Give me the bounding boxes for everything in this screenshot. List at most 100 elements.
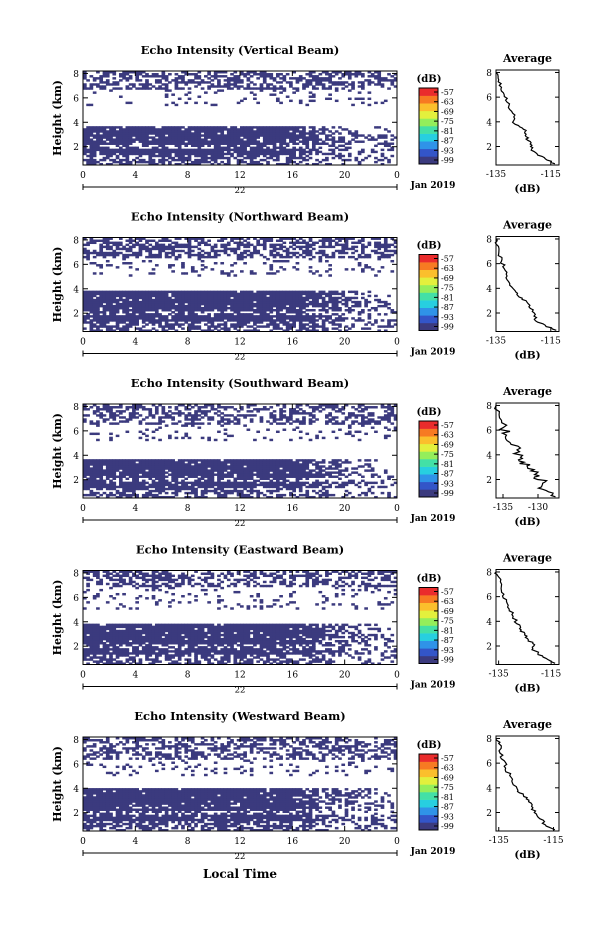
echo-cell bbox=[89, 144, 94, 148]
echo-cell bbox=[96, 138, 100, 141]
echo-cell bbox=[161, 150, 166, 154]
echo-cell bbox=[285, 329, 290, 332]
echo-cell bbox=[177, 294, 182, 298]
echo-cell bbox=[377, 134, 382, 137]
echo-cell bbox=[122, 493, 126, 497]
echo-cell bbox=[279, 239, 283, 242]
echo-cell bbox=[233, 290, 238, 294]
echo-cell bbox=[213, 154, 218, 158]
echo-cell bbox=[269, 268, 274, 271]
echo-cell bbox=[187, 162, 192, 166]
echo-cell bbox=[132, 477, 136, 481]
echo-cell bbox=[217, 475, 221, 478]
echo-cell bbox=[318, 255, 323, 259]
echo-cell bbox=[233, 128, 238, 131]
echo-cell bbox=[302, 140, 306, 143]
echo-cell bbox=[217, 414, 221, 417]
echo-cell bbox=[393, 73, 398, 76]
echo-cell bbox=[220, 154, 225, 158]
echo-cell bbox=[125, 406, 130, 409]
echo-cell bbox=[102, 73, 107, 76]
echo-cell bbox=[89, 239, 94, 242]
echo-cell bbox=[217, 313, 221, 316]
echo-cell bbox=[135, 138, 139, 141]
echo-cell bbox=[279, 300, 283, 304]
echo-cell bbox=[161, 75, 166, 78]
echo-cell bbox=[285, 150, 290, 154]
echo-cell bbox=[118, 237, 123, 240]
echo-cell bbox=[331, 148, 336, 152]
echo-cell bbox=[164, 471, 169, 474]
echo-cell bbox=[230, 317, 234, 320]
echo-cell bbox=[279, 128, 283, 131]
echo-cell bbox=[256, 309, 261, 312]
echo-cell bbox=[217, 130, 221, 133]
echo-cell bbox=[253, 463, 257, 466]
echo-cell bbox=[168, 264, 172, 267]
echo-cell bbox=[112, 81, 117, 84]
echo-cell bbox=[253, 162, 257, 166]
echo-cell bbox=[158, 290, 162, 294]
echo-cell bbox=[210, 467, 215, 470]
echo-cell bbox=[138, 404, 143, 407]
echo-cell bbox=[194, 128, 198, 131]
echo-cell bbox=[125, 156, 130, 160]
echo-cell bbox=[132, 140, 136, 143]
echo-cell bbox=[298, 77, 303, 80]
echo-cell bbox=[246, 461, 251, 464]
echo-cell bbox=[158, 294, 162, 298]
echo-cell bbox=[226, 274, 231, 277]
echo-cell bbox=[161, 329, 166, 332]
echo-cell bbox=[233, 156, 238, 160]
echo-cell bbox=[334, 306, 339, 310]
echo-cell bbox=[164, 85, 169, 88]
echo-cell bbox=[262, 245, 267, 249]
echo-cell bbox=[298, 309, 303, 312]
echo-cell bbox=[272, 300, 277, 304]
echo-cell bbox=[213, 150, 218, 154]
echo-cell bbox=[161, 302, 166, 306]
colorbar-tick-label: -63 bbox=[441, 264, 454, 273]
echo-cell bbox=[92, 481, 97, 485]
echo-cell bbox=[96, 140, 100, 143]
echo-cell bbox=[259, 298, 264, 302]
echo-cell bbox=[194, 81, 198, 84]
echo-cell bbox=[220, 420, 225, 423]
echo-cell bbox=[390, 146, 395, 150]
echo-cell bbox=[194, 101, 198, 105]
echo-cell bbox=[295, 294, 300, 298]
echo-cell bbox=[210, 150, 215, 154]
echo-cell bbox=[190, 245, 195, 249]
echo-cell bbox=[164, 319, 169, 322]
echo-cell bbox=[102, 298, 107, 302]
echo-cell bbox=[213, 251, 218, 255]
echo-cell bbox=[148, 410, 153, 413]
echo-cell bbox=[99, 138, 104, 141]
echo-cell bbox=[115, 311, 120, 314]
echo-cell bbox=[253, 152, 257, 156]
echo-cell bbox=[132, 473, 136, 476]
echo-cell bbox=[328, 321, 332, 324]
echo-cell bbox=[138, 128, 143, 131]
echo-cell bbox=[96, 239, 100, 242]
echo-cell bbox=[200, 489, 205, 493]
echo-cell bbox=[226, 489, 231, 493]
echo-cell bbox=[285, 290, 290, 294]
echo-cell bbox=[282, 294, 287, 298]
echo-cell bbox=[105, 461, 110, 464]
echo-cell bbox=[181, 485, 185, 489]
echo-cell bbox=[135, 243, 139, 247]
echo-cell bbox=[351, 134, 355, 137]
echo-cell bbox=[171, 483, 175, 487]
echo-cell bbox=[338, 237, 342, 240]
echo-cell bbox=[96, 495, 100, 499]
echo-cell bbox=[246, 162, 251, 166]
echo-cell bbox=[174, 487, 179, 491]
echo-cell bbox=[115, 290, 120, 294]
echo-cell bbox=[190, 79, 195, 82]
echo-cell bbox=[266, 148, 270, 152]
echo-cell bbox=[204, 91, 208, 94]
echo-cell bbox=[311, 241, 316, 245]
echo-cell bbox=[118, 406, 123, 409]
echo-cell bbox=[171, 418, 175, 421]
